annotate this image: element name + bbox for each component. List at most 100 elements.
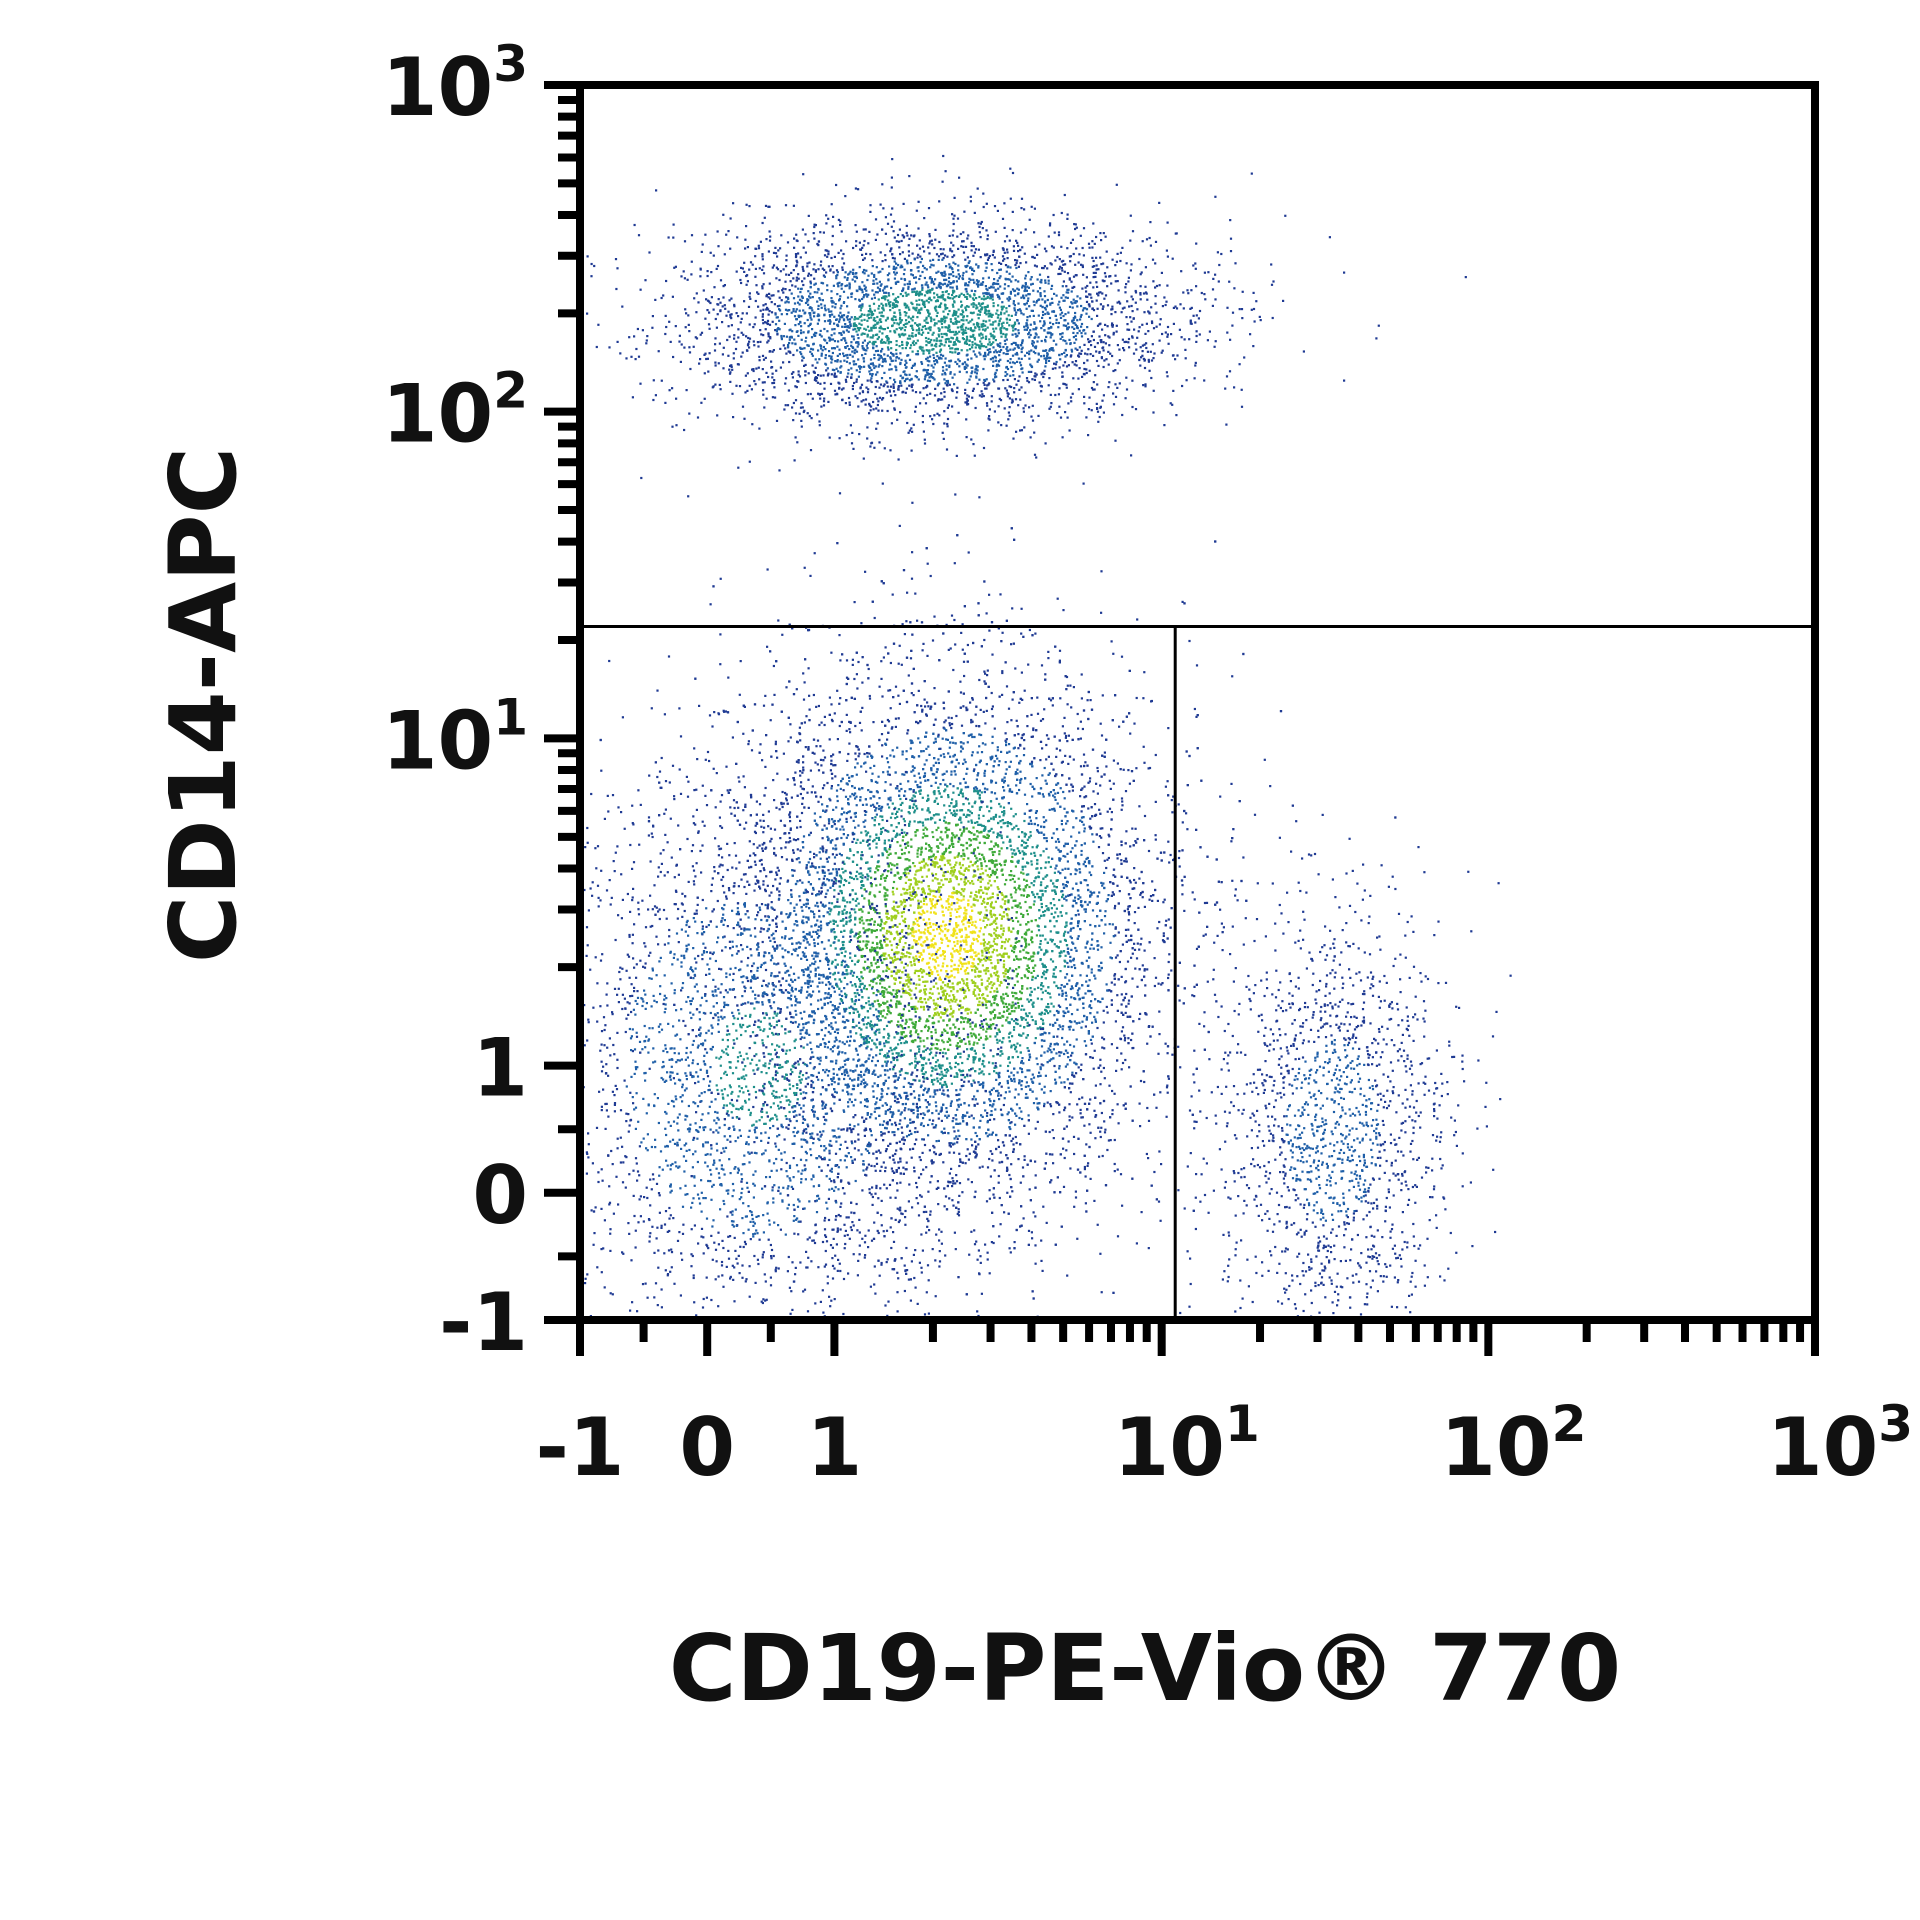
event-dot — [919, 792, 922, 795]
event-dot — [864, 1016, 867, 1019]
event-dot — [1083, 1168, 1086, 1171]
event-dot — [921, 1057, 924, 1060]
event-dot — [846, 1127, 849, 1130]
event-dot — [882, 970, 885, 973]
event-dot — [1103, 1131, 1107, 1134]
event-dot — [799, 1070, 802, 1073]
event-dot — [1072, 1367, 1074, 1369]
event-dot — [841, 899, 844, 902]
event-dot — [831, 985, 834, 988]
event-dot — [821, 1100, 824, 1103]
event-dot — [867, 789, 870, 792]
event-dot — [1047, 773, 1050, 776]
event-dot — [920, 913, 923, 916]
event-dot — [887, 839, 890, 842]
event-dot — [1071, 847, 1074, 850]
event-dot — [837, 784, 840, 787]
event-dot — [862, 1005, 865, 1009]
event-dot — [968, 1008, 971, 1011]
event-dot — [917, 887, 920, 890]
event-dot — [981, 1070, 984, 1073]
event-dot — [1063, 732, 1066, 735]
event-dot — [1023, 739, 1026, 742]
event-dot — [828, 738, 831, 741]
event-dot — [1106, 1011, 1109, 1014]
event-dot — [797, 838, 800, 841]
event-dot — [989, 1035, 992, 1038]
event-dot — [764, 968, 768, 972]
event-dot — [1136, 618, 1139, 621]
event-dot — [1002, 972, 1005, 975]
event-dot — [978, 808, 981, 811]
event-dot — [906, 1072, 909, 1075]
event-dot — [918, 1099, 921, 1102]
event-dot — [965, 936, 969, 939]
event-dot — [863, 752, 866, 756]
event-dot — [1000, 750, 1003, 753]
event-dot — [910, 770, 913, 773]
event-dot — [1138, 1017, 1141, 1021]
event-dot — [867, 899, 870, 902]
event-dot — [1021, 734, 1024, 737]
event-dot — [964, 1042, 967, 1045]
event-dot — [948, 994, 951, 997]
event-dot — [967, 972, 970, 975]
event-dot — [917, 911, 920, 914]
event-dot — [886, 966, 889, 970]
event-dot — [1099, 1058, 1102, 1061]
event-dot — [1003, 1211, 1006, 1214]
event-dot — [763, 1101, 767, 1104]
event-dot — [970, 721, 973, 724]
event-dot — [697, 954, 700, 958]
event-dot — [934, 960, 937, 963]
event-dot — [920, 860, 923, 863]
event-dot — [866, 1098, 869, 1101]
event-dot — [817, 704, 820, 708]
event-dot — [1096, 948, 1100, 951]
event-dot — [1019, 958, 1022, 961]
event-dot — [964, 1162, 967, 1165]
event-dot — [941, 1051, 944, 1054]
event-dot — [879, 1074, 882, 1077]
event-dot — [903, 868, 907, 871]
event-dot — [853, 923, 857, 926]
event-dot — [841, 1187, 845, 1190]
event-dot — [883, 940, 886, 943]
event-dot — [874, 929, 877, 932]
event-dot — [1107, 833, 1110, 836]
event-dot — [938, 1260, 942, 1263]
event-dot — [811, 785, 814, 788]
event-dot — [944, 995, 947, 998]
event-dot — [1081, 1096, 1084, 1099]
event-dot — [1039, 889, 1042, 892]
event-dot — [900, 1069, 903, 1072]
event-dot — [1073, 1020, 1076, 1023]
event-dot — [983, 941, 986, 944]
event-dot — [950, 1142, 953, 1145]
event-dot — [1056, 791, 1060, 794]
event-dot — [1008, 1247, 1011, 1250]
event-dot — [902, 991, 905, 994]
event-dot — [849, 919, 852, 922]
event-dot — [1006, 721, 1009, 724]
event-dot — [1055, 907, 1058, 910]
event-dot — [903, 984, 906, 987]
event-dot — [917, 821, 920, 824]
event-dot — [913, 865, 916, 868]
event-dot — [1065, 1149, 1068, 1152]
event-dot — [921, 796, 924, 799]
event-dot — [981, 1001, 984, 1004]
event-dot — [1134, 881, 1137, 884]
event-dot — [912, 928, 915, 931]
event-dot — [990, 905, 993, 909]
event-dot — [1103, 1077, 1106, 1080]
event-dot — [1001, 1041, 1004, 1044]
event-dot — [1024, 946, 1027, 949]
event-dot — [1089, 1177, 1092, 1180]
event-dot — [999, 1054, 1002, 1057]
event-dot — [836, 924, 839, 927]
event-dot — [998, 853, 1001, 856]
event-dot — [1002, 822, 1005, 825]
event-dot — [1146, 1042, 1149, 1045]
event-dot — [984, 1018, 987, 1021]
